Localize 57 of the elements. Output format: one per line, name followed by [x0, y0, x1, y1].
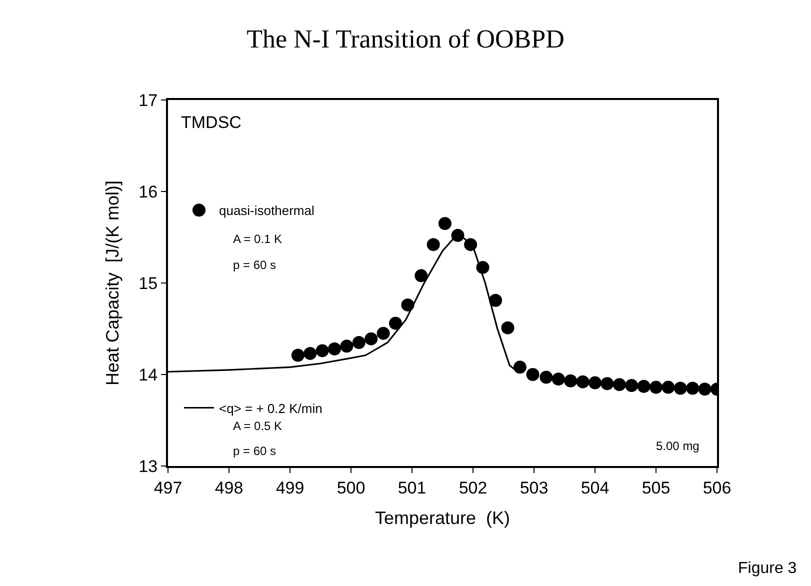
point — [540, 370, 553, 384]
point — [316, 344, 329, 358]
point — [438, 217, 452, 230]
y-tick-label: 16 — [138, 182, 158, 202]
point — [698, 382, 712, 396]
point — [513, 360, 526, 374]
point — [564, 374, 578, 388]
point — [600, 377, 614, 390]
point — [376, 326, 390, 340]
point — [328, 342, 342, 356]
annotation: TMDSC — [181, 113, 242, 132]
y-tick-label: 14 — [138, 365, 158, 384]
point — [552, 372, 565, 386]
legend-label: <q> = + 0.2 K/min — [218, 400, 322, 416]
x-axis-title: Temperature (K) — [374, 508, 510, 528]
x-tick-label: 505 — [642, 478, 670, 498]
point — [364, 332, 378, 346]
point — [662, 380, 675, 394]
x-tick-label: 506 — [702, 478, 732, 498]
point — [674, 382, 687, 395]
annotation: A = 0.1 K — [233, 232, 282, 246]
point — [304, 346, 317, 360]
annotation: 5.00 mg — [656, 439, 700, 453]
caption: Figure 3 — [738, 560, 797, 577]
x-tick-label: 497 — [154, 478, 182, 498]
point — [489, 294, 502, 307]
point — [291, 348, 304, 362]
y-tick-label: 17 — [138, 90, 158, 110]
point — [612, 378, 626, 392]
chart-title: The N-I Transition of OOBPD — [246, 24, 564, 54]
point — [526, 368, 540, 381]
x-tick-label: 498 — [214, 478, 244, 498]
annotation: p = 60 s — [233, 444, 276, 458]
point — [588, 376, 602, 390]
y-tick-label: 13 — [138, 456, 158, 476]
point — [576, 375, 590, 388]
x-tick-label: 504 — [580, 478, 610, 498]
point — [501, 321, 514, 334]
point — [650, 380, 662, 394]
point — [389, 316, 402, 330]
point — [637, 380, 650, 393]
point — [340, 340, 354, 353]
point — [686, 382, 700, 395]
legend-label: quasi-isothermal — [218, 203, 314, 218]
point — [625, 378, 638, 392]
x-tick-label: 499 — [276, 478, 304, 498]
annotation: A = 0.5 K — [233, 419, 282, 433]
x-tick-label: 501 — [398, 478, 426, 498]
x-tick-label: 503 — [520, 478, 548, 498]
point — [352, 336, 366, 349]
x-tick-label: 502 — [458, 478, 488, 498]
point — [414, 269, 428, 282]
annotation: p = 60 s — [233, 258, 276, 272]
y-axis-title: Heat Capacity [J/(K mol)] — [102, 180, 122, 386]
point — [426, 238, 440, 252]
x-tick-label: 500 — [336, 478, 366, 498]
y-tick-label: 15 — [138, 274, 158, 293]
